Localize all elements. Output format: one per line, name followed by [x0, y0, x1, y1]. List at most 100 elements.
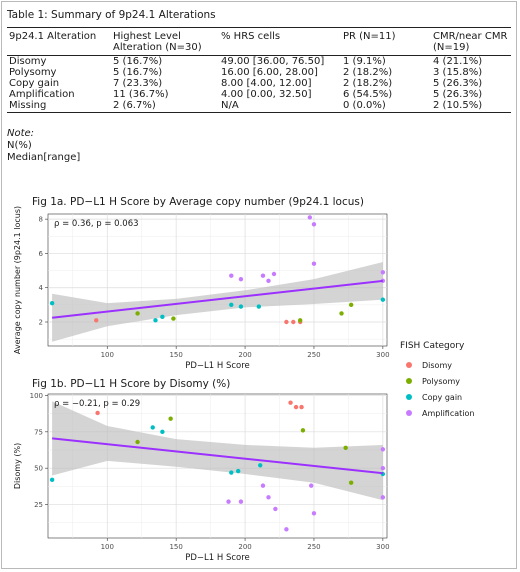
- y-tick-label: 2: [39, 319, 43, 327]
- legend-title: FISH Category: [400, 341, 465, 351]
- data-point-polysomy: [168, 416, 173, 421]
- note-line: N(%): [7, 140, 32, 151]
- table-cell: 49.00 [36.00, 76.50]: [221, 56, 325, 67]
- data-point-disomy: [284, 319, 289, 325]
- data-point-amplification: [311, 261, 317, 266]
- data-point-copy-gain: [160, 429, 165, 435]
- data-point-disomy: [95, 410, 100, 416]
- data-point-copy-gain: [153, 318, 158, 323]
- data-point-polysomy: [348, 302, 354, 308]
- data-point-copy-gain: [150, 425, 155, 430]
- data-point-amplification: [260, 483, 266, 488]
- data-point-polysomy: [297, 318, 303, 323]
- table-row: Copy gain 7 (23.3%) 8.00 [4.00, 12.00] 2…: [7, 78, 511, 89]
- data-point-disomy: [288, 400, 293, 405]
- table-cell: Copy gain: [9, 78, 60, 89]
- chart-title-fig1a: Fig 1a. PD−L1 H Score by Average copy nu…: [32, 196, 364, 208]
- data-point-polysomy: [300, 428, 306, 433]
- data-point-polysomy: [348, 480, 354, 485]
- table-cell: 8.00 [4.00, 12.00]: [221, 78, 312, 89]
- data-point-disomy: [299, 404, 304, 410]
- y-tick-label: 75: [34, 428, 43, 436]
- data-point-amplification: [307, 215, 313, 220]
- table-cell: N/A: [219, 100, 341, 113]
- data-point-copy-gain: [235, 468, 241, 474]
- legend-item-amplification: Amplification: [400, 405, 474, 421]
- y-tick-label: 100: [30, 392, 43, 400]
- table-cell: 11 (36.7%): [113, 89, 169, 100]
- table-cell: Polysomy: [9, 67, 57, 78]
- data-point-copy-gain: [256, 304, 262, 309]
- data-point-amplification: [284, 527, 289, 532]
- regression-line: [52, 437, 383, 475]
- table-cell: 4 (21.1%): [433, 56, 483, 67]
- column-header: PR (N=11): [341, 27, 431, 56]
- data-point-copy-gain: [160, 314, 165, 320]
- table-cell: 16.00 [6.00, 28.00]: [221, 67, 318, 78]
- x-tick-label: 100: [101, 543, 114, 551]
- x-tick-label: 100: [101, 351, 114, 359]
- table-cell: 3 (15.8%): [433, 67, 483, 78]
- y-tick-label: 6: [39, 250, 44, 258]
- legend-label: Copy gain: [422, 392, 463, 402]
- table-cell: 1 (9.1%): [343, 56, 386, 67]
- data-point-amplification: [229, 273, 234, 278]
- legend-marker: [406, 394, 412, 400]
- data-point-disomy: [94, 318, 99, 323]
- data-point-amplification: [271, 271, 277, 277]
- y-axis-label: Average copy number (9p24.1 locus): [13, 206, 22, 354]
- legend-item-copy-gain: Copy gain: [400, 389, 474, 405]
- table-cell: 4.00 [0.00, 32.50]: [221, 89, 312, 100]
- y-axis-label: Disomy (%): [13, 443, 22, 489]
- table-cell: 2 (18.2%): [343, 78, 393, 89]
- data-point-copy-gain: [49, 477, 55, 483]
- x-tick-label: 300: [376, 543, 389, 551]
- data-point-copy-gain: [238, 304, 244, 309]
- data-point-polysomy: [343, 445, 348, 451]
- legend-marker: [406, 362, 412, 368]
- data-point-copy-gain: [258, 463, 263, 468]
- data-point-copy-gain: [229, 302, 234, 308]
- data-point-amplification: [380, 447, 386, 452]
- table-header-row: 9p24.1 Alteration Highest Level Alterati…: [7, 27, 511, 56]
- column-header: CMR/near CMR (N=19): [431, 27, 511, 56]
- column-header: Highest Level Alteration (N=30): [111, 27, 219, 56]
- x-tick-label: 200: [238, 351, 251, 359]
- chart-fig1b: 100 150 200 250 300 25 50 75 100 PD−L1 H Score Dis…: [13, 392, 390, 563]
- data-point-disomy: [291, 319, 296, 325]
- legend-marker: [406, 410, 412, 416]
- legend-item-disomy: Disomy: [400, 357, 474, 373]
- column-header: % HRS cells: [219, 27, 341, 56]
- confidence-band: [52, 401, 383, 501]
- legend-label: Amplification: [422, 408, 475, 418]
- table-cell: 5 (26.3%): [433, 78, 483, 89]
- table-row: Polysomy 5 (16.7%) 16.00 [6.00, 28.00] 2…: [7, 67, 511, 78]
- chart-legend: FISH Category Disomy Polysomy Copy gain …: [400, 341, 474, 421]
- data-point-amplification: [311, 222, 317, 227]
- x-tick-label: 150: [169, 543, 182, 551]
- data-point-copy-gain: [229, 470, 234, 475]
- data-point-amplification: [260, 273, 266, 278]
- table-cell: Missing: [7, 100, 111, 113]
- x-tick-label: 250: [307, 543, 320, 551]
- y-tick-label: 4: [39, 284, 44, 292]
- chart-title-fig1b: Fig 1b. PD−L1 H Score by Disomy (%): [32, 378, 231, 390]
- legend-label: Disomy: [422, 360, 452, 370]
- table-cell: 6 (54.5%): [343, 89, 393, 100]
- data-point-polysomy: [339, 311, 344, 316]
- summary-table: 9p24.1 Alteration Highest Level Alterati…: [7, 27, 511, 113]
- table-cell: Amplification: [9, 89, 75, 100]
- regression-line: [52, 279, 383, 319]
- table-cell: 2 (18.2%): [343, 67, 393, 78]
- y-tick-label: 8: [39, 216, 43, 224]
- data-point-amplification: [238, 276, 244, 282]
- table-cell: 0 (0.0%): [341, 100, 431, 113]
- y-tick-label: 25: [34, 501, 43, 509]
- table-notes: Note: N(%) Median[range]: [7, 128, 80, 164]
- data-point-copy-gain: [49, 300, 55, 306]
- table-cell: Disomy: [9, 56, 47, 67]
- y-tick-label: 50: [34, 465, 43, 473]
- confidence-band: [52, 262, 383, 342]
- table-cell: 2 (10.5%): [431, 100, 511, 113]
- x-tick-label: 300: [376, 351, 389, 359]
